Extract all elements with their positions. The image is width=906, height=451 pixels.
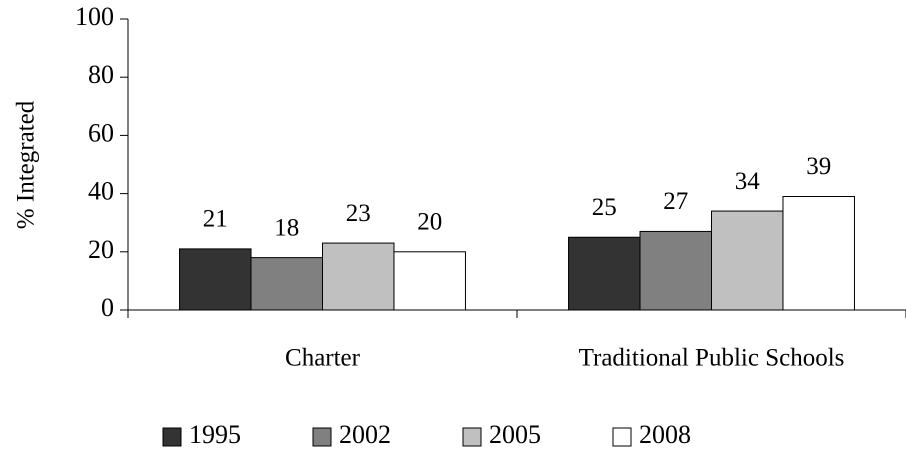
bar: [639, 230, 712, 311]
value-label: 21: [203, 206, 228, 233]
legend-swatch: [462, 427, 482, 447]
legend-label: 1995: [189, 420, 241, 449]
legend-swatch: [612, 427, 632, 447]
y-tick-label: 40: [88, 177, 114, 206]
value-label: 23: [346, 200, 371, 227]
bar: [250, 257, 324, 311]
legend-label: 2005: [489, 420, 541, 449]
y-tick-label: 20: [88, 235, 114, 264]
y-tick-label: 0: [101, 293, 114, 322]
legend-swatch: [312, 427, 332, 447]
y-tick-label: 80: [88, 60, 114, 89]
legend-label: 2002: [339, 420, 391, 449]
y-tick-label: 100: [75, 2, 114, 31]
x-tick-label: Traditional Public Schools: [579, 345, 845, 372]
value-label: 34: [735, 168, 761, 195]
legend-swatch: [162, 427, 182, 447]
bar: [393, 251, 466, 311]
bar: [782, 196, 855, 311]
value-label: 39: [806, 153, 831, 180]
y-axis-label: % Integrated: [13, 100, 40, 229]
bar: [179, 248, 252, 311]
value-label: 27: [663, 188, 688, 215]
bar: [711, 210, 784, 311]
value-label: 18: [274, 214, 299, 241]
legend-label: 2008: [639, 420, 691, 449]
y-tick-label: 60: [88, 118, 114, 147]
value-label: 20: [417, 209, 442, 236]
bar: [322, 242, 395, 311]
x-tick-label: Charter: [285, 345, 361, 372]
bar: [568, 236, 641, 311]
value-label: 25: [592, 194, 617, 221]
